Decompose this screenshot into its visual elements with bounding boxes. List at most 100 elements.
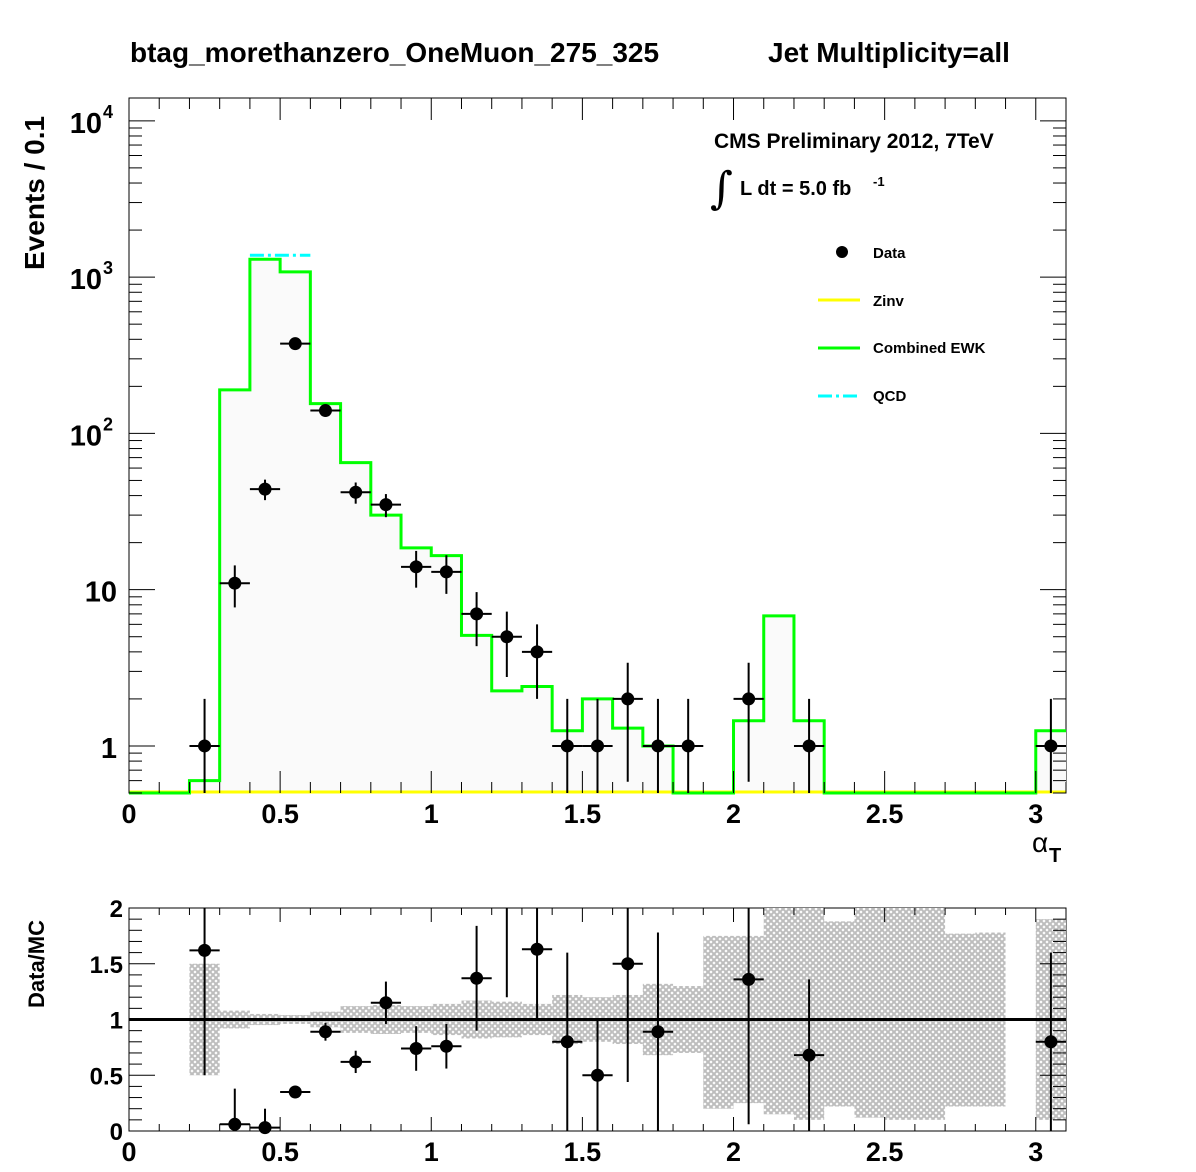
ratio-point-marker: [318, 1025, 332, 1039]
ratio-x-tick-label: 3: [1028, 1137, 1043, 1167]
ratio-point: [582, 1019, 613, 1131]
data-point-marker: [470, 607, 484, 621]
data-point-marker: [681, 739, 695, 753]
ratio-point: [552, 952, 583, 1131]
ratio-point-marker: [802, 1048, 816, 1062]
data-point-marker: [228, 576, 242, 590]
ratio-y-axis-label: Data/MC: [24, 920, 49, 1008]
ratio-point: [219, 1088, 250, 1131]
data-point-marker: [288, 337, 302, 351]
cms-label: CMS Preliminary 2012, 7TeV: [714, 130, 994, 153]
y-tick-label: 1: [101, 733, 117, 765]
ratio-point: [370, 981, 402, 1024]
ratio-point: [189, 908, 220, 1076]
ratio-point: [310, 1022, 341, 1041]
ratio-y-tick-label: 1.5: [90, 952, 123, 979]
main-mc-fill: [129, 259, 1066, 793]
data-point: [401, 550, 432, 588]
ratio-x-tick-label: 0.5: [261, 1137, 299, 1167]
ratio-point: [461, 925, 492, 1031]
y-tick-label-exp: 2: [103, 414, 113, 434]
y-tick-label-exp: 3: [103, 258, 113, 278]
ratio-point: [1035, 952, 1066, 1131]
x-tick-label: 3: [1028, 799, 1043, 829]
data-point-marker: [560, 739, 574, 753]
ratio-point-marker: [258, 1121, 272, 1135]
band-segment: [824, 921, 855, 1107]
legend-zinv-label: Zinv: [873, 293, 904, 310]
y-tick-label: 10: [70, 420, 102, 452]
ratio-x-tick-label: 1.5: [564, 1137, 602, 1167]
ratio-panel: 0 0.5 1 1.5 2 2.5 3 0 0.5 1 1.5 2 Data/MC: [24, 896, 1067, 1167]
x-axis-label: α T: [1032, 827, 1061, 867]
data-point: [521, 624, 553, 699]
ratio-point-marker: [1044, 1035, 1058, 1049]
data-point-marker: [258, 482, 272, 496]
data-point: [552, 698, 583, 793]
data-point: [249, 479, 281, 501]
ratio-y-tick-label: 0.5: [90, 1063, 123, 1090]
ratio-y-tick-label: 1: [110, 1008, 123, 1035]
legend-qcd-label: QCD: [873, 388, 907, 405]
ratio-point-marker: [560, 1035, 574, 1049]
ratio-point-marker: [439, 1039, 453, 1053]
data-point-marker: [591, 739, 604, 753]
ratio-point-marker: [198, 943, 212, 957]
band-segment: [914, 908, 946, 1120]
data-point: [189, 698, 220, 793]
data-point: [491, 611, 522, 678]
data-point-marker: [349, 485, 363, 499]
ratio-point: [733, 908, 764, 1125]
legend: Data Zinv Combined EWK QCD: [818, 245, 986, 405]
ewk-fill: [129, 259, 1066, 793]
data-point: [793, 698, 825, 793]
ratio-point: [612, 908, 643, 1082]
data-point-marker: [379, 498, 393, 512]
ratio-point-marker: [621, 957, 635, 971]
lumi-exponent: -1: [873, 174, 885, 189]
ratio-x-tick-label: 2: [726, 1137, 741, 1167]
ratio-point: [340, 1050, 371, 1074]
ratio-point: [431, 1023, 462, 1069]
data-point: [461, 592, 492, 647]
x-tick-label: 1: [424, 799, 439, 829]
ratio-point-marker: [651, 1025, 665, 1039]
ratio-axes: 0 0.5 1 1.5 2 2.5 3 0 0.5 1 1.5 2: [90, 896, 1067, 1167]
data-point-marker: [409, 560, 423, 574]
legend-ewk-label: Combined EWK: [873, 340, 986, 357]
ewk-series-line: [129, 257, 1066, 795]
x-tick-label: 2.5: [866, 799, 904, 829]
ratio-point: [280, 1085, 311, 1099]
x-axis-label-sub: T: [1049, 845, 1061, 867]
ratio-x-tick-label: 0: [121, 1137, 136, 1167]
data-point: [582, 698, 613, 793]
main-data-points: [189, 337, 1066, 793]
x-tick-label: 1.5: [564, 799, 602, 829]
data-point: [612, 662, 643, 782]
band-segment: [763, 908, 794, 1115]
ratio-point-marker: [742, 972, 756, 986]
x-tick-label: 2: [726, 799, 741, 829]
data-point: [219, 565, 250, 608]
band-segment: [854, 908, 885, 1118]
data-point-marker: [530, 645, 544, 659]
ratio-point-marker: [530, 942, 544, 956]
data-point: [340, 482, 371, 504]
x-tick-label: 0: [121, 799, 136, 829]
data-point-marker: [802, 739, 816, 753]
data-point: [642, 698, 674, 793]
y-tick-label: 10: [70, 108, 102, 140]
ratio-data-points: [189, 908, 1066, 1135]
data-point-marker: [318, 404, 332, 418]
data-point-marker: [500, 630, 514, 644]
ratio-point-marker: [349, 1055, 363, 1069]
ratio-point-marker: [470, 971, 484, 985]
data-point-marker: [742, 692, 756, 706]
ratio-y-tick-label: 0: [110, 1119, 123, 1146]
data-point: [673, 698, 704, 793]
integral-sign: ∫: [710, 163, 733, 214]
data-point: [280, 337, 311, 351]
ratio-point: [401, 1026, 432, 1071]
